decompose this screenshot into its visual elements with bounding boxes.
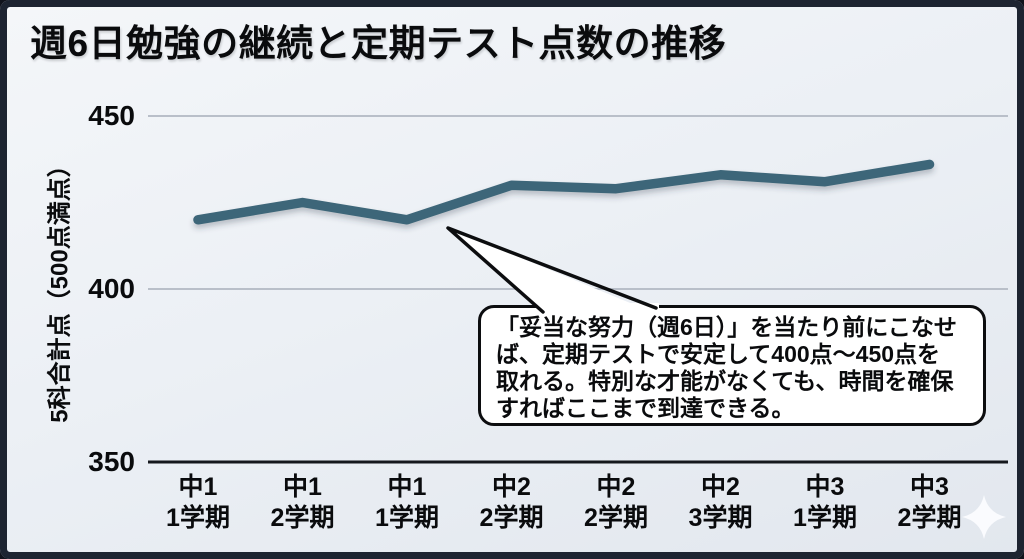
x-tick-label: 中3 1学期 bbox=[793, 473, 857, 532]
annotation-text-line: 「妥当な努力（週6日）」を当たり前にこなせ bbox=[496, 314, 957, 340]
annotation-text-line: ば、定期テストで安定して400点〜450点を bbox=[496, 341, 941, 368]
x-tick-label: 中1 1学期 bbox=[166, 473, 230, 532]
annotation-callout: 「妥当な努力（週6日）」を当たり前にこなせ ば、定期テストで安定して400点〜45… bbox=[478, 305, 986, 426]
y-tick-label: 350 bbox=[88, 446, 135, 477]
annotation-text-line: 取れる。特別な才能がなくても、時間を確保 bbox=[496, 368, 954, 395]
annotation-text-line: すればここまで到達できる。 bbox=[496, 395, 795, 422]
score-trend-line bbox=[193, 159, 935, 225]
x-tick-label: 中2 3学期 bbox=[688, 473, 753, 532]
y-tick-label: 450 bbox=[88, 100, 135, 131]
x-tick-label: 中1 2学期 bbox=[270, 473, 335, 532]
chart-title: 週6日勉強の継続と定期テスト点数の推移 bbox=[30, 23, 727, 64]
y-tick-label: 400 bbox=[88, 273, 135, 304]
x-tick-label: 中3 2学期 bbox=[897, 473, 962, 532]
x-tick-label: 中2 2学期 bbox=[584, 473, 648, 532]
x-tick-label: 中1 1学期 bbox=[375, 473, 439, 532]
annotation-text: 「妥当な努力（週6日）」を当たり前にこなせ ば、定期テストで安定して400点〜45… bbox=[496, 314, 971, 423]
x-tick-label: 中2 2学期 bbox=[479, 473, 544, 532]
y-axis-title: 5科合計点（500点満点） bbox=[46, 153, 74, 423]
